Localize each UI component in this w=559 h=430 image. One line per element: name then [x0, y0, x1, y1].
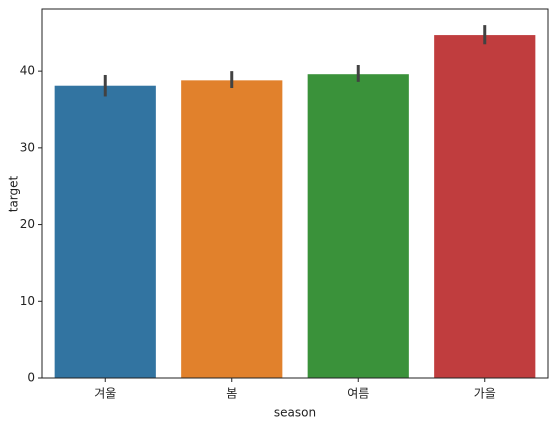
x-tick-label: 봄: [226, 387, 237, 401]
y-tick-label: 20: [20, 217, 35, 231]
bar: [181, 80, 283, 378]
x-tick-label: 겨울: [94, 387, 116, 401]
y-tick-label: 0: [27, 371, 35, 385]
bar: [54, 85, 156, 378]
bar: [434, 35, 536, 378]
y-axis-label: target: [7, 175, 21, 212]
x-axis-label: season: [274, 406, 316, 420]
x-tick-label: 여름: [347, 387, 369, 401]
y-tick-label: 40: [20, 64, 35, 78]
bar: [307, 74, 409, 379]
y-tick-label: 30: [20, 140, 35, 154]
plot-frame: [41, 8, 549, 379]
x-tick-label: 가을: [474, 387, 496, 401]
y-tick-label: 10: [20, 294, 35, 308]
